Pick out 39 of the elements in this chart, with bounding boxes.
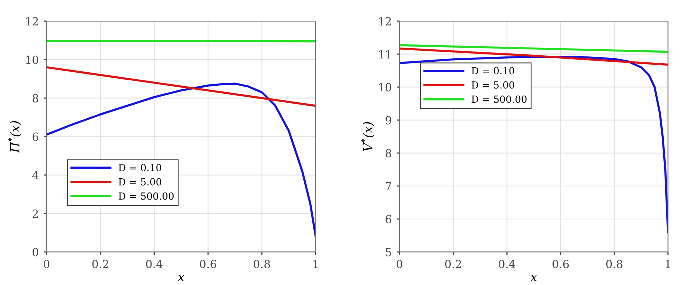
x-tick-label: 0 <box>44 260 50 268</box>
line-series <box>46 82 316 238</box>
y-tick-label: 9 <box>386 116 392 125</box>
legend-label: D = 500.00 <box>118 192 174 200</box>
x-tick-label: 0.2 <box>445 260 462 268</box>
x-tick-label: 0.6 <box>552 260 570 268</box>
y-tick-label: 10 <box>26 56 38 64</box>
legend-label: D = 0.10 <box>472 67 514 75</box>
x-tick-label: 0.4 <box>146 260 163 268</box>
y-tick-label: 0 <box>32 248 38 257</box>
x-tick-label: 0.2 <box>92 260 108 268</box>
x-tick-label: 0.8 <box>606 260 623 268</box>
y-tick-label: 5 <box>386 248 392 257</box>
x-tick-label: 0.8 <box>254 260 270 268</box>
x-tick-label: 0.6 <box>200 260 216 268</box>
y-tick-label: 6 <box>32 132 38 142</box>
y-tick-label: 4 <box>32 171 39 180</box>
y-tick-label: 12 <box>26 17 38 26</box>
y-axis-title: V$^{*}$(x) <box>361 122 375 152</box>
y-tick-label: 10 <box>379 83 392 92</box>
x-tick-label: 1 <box>666 260 670 268</box>
legend-label: D = 0.10 <box>118 164 162 172</box>
x-tick-label: 0 <box>397 260 403 268</box>
y-axis-title: Π$^{*}$(x) <box>8 121 22 154</box>
y-tick-label: 12 <box>379 17 392 26</box>
x-axis-title: x <box>530 275 538 282</box>
legend-label: D = 500.00 <box>472 96 527 104</box>
y-tick-label: 6 <box>386 215 392 224</box>
y-tick-label: 8 <box>32 94 38 103</box>
y-tick-label: 11 <box>379 50 391 59</box>
x-tick-label: 0.4 <box>499 260 516 268</box>
y-tick-label: 2 <box>32 210 38 218</box>
y-tick-label: 7 <box>386 182 392 190</box>
x-axis-title: x <box>178 275 185 282</box>
x-tick-label: 1 <box>314 260 318 268</box>
legend-label: D = 5.00 <box>472 82 514 89</box>
line-series <box>400 56 668 234</box>
legend-label: D = 5.00 <box>118 178 162 186</box>
y-tick-label: 8 <box>386 149 392 158</box>
